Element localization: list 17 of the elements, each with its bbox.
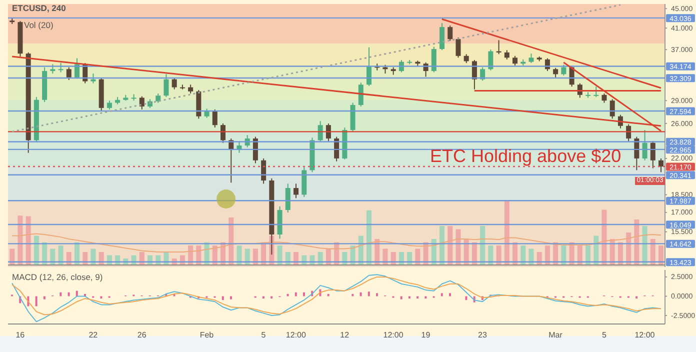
x-tick-label: 12:00: [286, 330, 306, 340]
annotation: ETC Holding above $20: [430, 146, 622, 167]
x-tick-label: 5: [261, 330, 266, 340]
chart-title: MACD (12, 26, close, 9): [12, 272, 103, 282]
chart-title: Vol (20): [24, 20, 54, 30]
x-tick-label: Feb: [200, 330, 214, 340]
x-tick-label: 12:00: [634, 330, 656, 340]
chart-title: ETCUSD, 240: [12, 3, 66, 13]
x-tick-label: 5: [602, 330, 607, 340]
x-tick-label: 26: [137, 330, 147, 340]
x-tick-label: 19: [421, 330, 431, 340]
x-tick-label: 16: [16, 330, 26, 340]
x-tick-label: 22: [88, 330, 98, 340]
x-tick-label: 12:00: [383, 330, 404, 340]
x-tick-label: Mar: [548, 330, 563, 340]
x-tick-label: 12: [340, 330, 350, 340]
x-tick-label: 23: [478, 330, 488, 340]
